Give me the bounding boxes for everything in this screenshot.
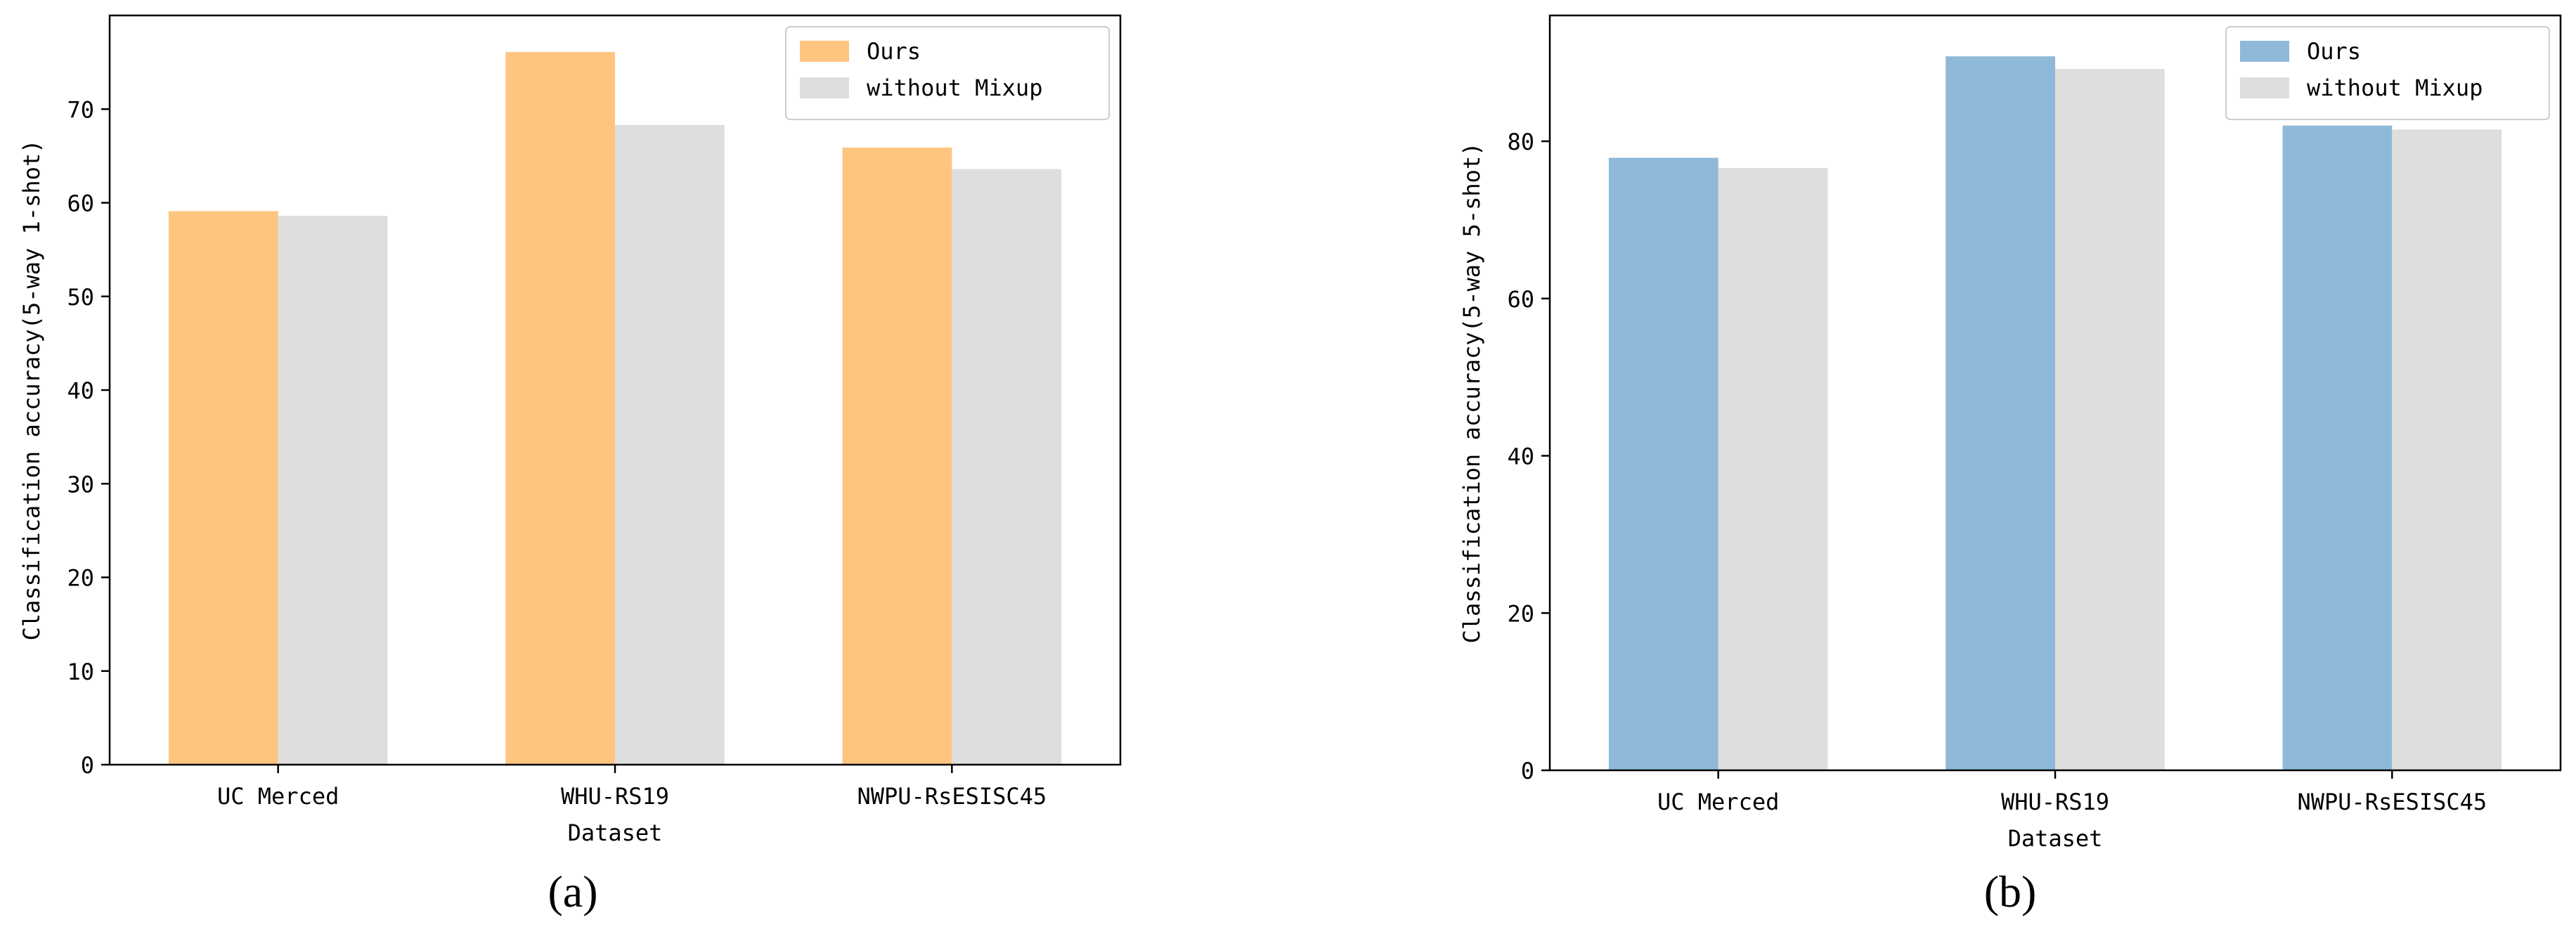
legend-swatch-ours [800,41,849,62]
caption-paren-open: ( [548,867,562,916]
legend-label-ours: Ours [2307,38,2361,65]
x-tick-label-nwpu-rsesisc45: NWPU-RsESISC45 [2297,789,2487,815]
x-tick-label-whu-rs19: WHU-RS19 [561,783,669,810]
x-tick-label-uc-merced: UC Merced [217,783,339,810]
caption-letter: a [563,867,583,916]
bar-without-mixup-nwpu-rsesisc45 [2392,129,2502,771]
y-tick-label: 30 [67,471,94,498]
legend-label-ours: Ours [867,38,921,65]
bar-ours-whu-rs19 [1946,56,2055,771]
y-tick-label: 70 [67,96,94,123]
y-tick-label: 50 [67,284,94,311]
y-tick-label: 20 [67,565,94,592]
caption-paren-close: ) [583,867,597,916]
legend-box [2225,26,2550,120]
bar-without-mixup-nwpu-rsesisc45 [952,169,1062,765]
legend: Ours without Mixup [2225,26,2550,120]
y-axis-label: Classification accuracy(5-way 1-shot) [18,140,45,641]
bar-without-mixup-whu-rs19 [615,124,725,765]
legend-box [785,26,1110,120]
legend-label-without-mixup: without Mixup [867,74,1042,101]
y-tick-label: 80 [1507,129,1534,155]
x-tick-label-nwpu-rsesisc45: NWPU-RsESISC45 [857,783,1047,810]
legend-label-without-mixup: without Mixup [2307,74,2483,101]
caption-paren-close: ) [2021,867,2036,916]
bar-ours-nwpu-rsesisc45 [842,147,952,765]
caption-letter: b [1999,867,2021,916]
bar-without-mixup-whu-rs19 [2055,69,2165,770]
bar-ours-uc-merced [1608,157,1719,771]
chart-panel-a: 0 10 20 30 40 50 60 70 UC Merced WHU-RS19 NWPU-RsE… [18,14,1122,916]
bar-without-mixup-uc-merced [278,216,388,765]
y-tick-label: 10 [67,659,94,685]
y-tick-label: 60 [1507,286,1534,313]
bar-ours-nwpu-rsesisc45 [2282,125,2393,771]
panel-caption-a: (a) [548,867,597,916]
y-tick-label: 0 [1521,758,1534,784]
x-axis-label: Dataset [568,819,663,846]
legend: Ours without Mixup [785,26,1110,120]
legend-swatch-without-mixup [800,77,849,98]
y-tick-label: 20 [1507,600,1534,627]
bar-ours-whu-rs19 [505,51,615,765]
bar-ours-uc-merced [168,211,278,765]
bar-without-mixup-uc-merced [1718,168,1828,771]
legend-swatch-without-mixup [2240,77,2289,98]
legend-swatch-ours [2240,41,2289,62]
panel-caption-b: (b) [1984,867,2037,916]
x-axis-label: Dataset [2008,825,2103,852]
y-axis-label: Classification accuracy(5-way 5-shot) [1458,143,1485,644]
chart-panel-b: 0 20 40 60 80 UC Merced WHU-RS19 NWPU-RsESISC45… [1458,14,2562,916]
x-tick-label-uc-merced: UC Merced [1657,789,1779,815]
y-tick-label: 0 [81,752,94,779]
caption-paren-open: ( [1984,867,1999,916]
y-tick-label: 40 [67,377,94,404]
x-tick-label-whu-rs19: WHU-RS19 [2001,789,2109,815]
y-tick-label: 40 [1507,443,1534,470]
y-tick-label: 60 [67,190,94,217]
